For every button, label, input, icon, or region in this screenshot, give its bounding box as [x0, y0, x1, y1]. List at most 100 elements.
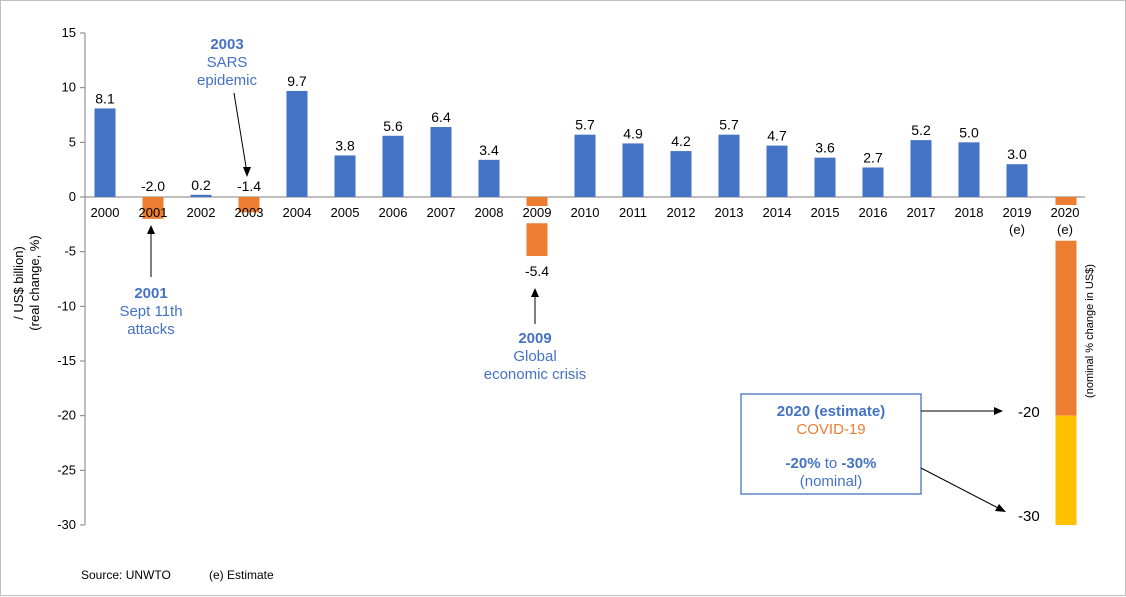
estimate-note: (e) Estimate: [209, 568, 274, 582]
annotation-2020-title: 2020 (estimate): [777, 403, 885, 420]
y-tick-label: -15: [57, 353, 76, 368]
bar-2012: [670, 151, 692, 197]
data-label-2007: 6.4: [431, 109, 451, 125]
x-tick-label: 2009: [523, 205, 552, 220]
y-tick-label: -30: [57, 517, 76, 532]
bar-2014: [766, 145, 788, 197]
x-tick-label: 2014: [763, 205, 792, 220]
x-tick-label: 2004: [283, 205, 312, 220]
bar-2011: [622, 143, 644, 197]
bar-2007: [430, 127, 452, 197]
bar-2005: [334, 155, 356, 197]
x-tick-label: 2017: [907, 205, 936, 220]
annotation-2001-arrowhead: [147, 225, 155, 234]
data-label-2002: 0.2: [191, 177, 211, 193]
annotation-2001-line-1: Sept 11th: [119, 303, 182, 320]
bar-2001: [142, 197, 164, 219]
annotation-2009-line-2: economic crisis: [484, 366, 587, 383]
data-label-2000: 8.1: [95, 90, 115, 106]
y-tick-label: 0: [69, 189, 76, 204]
y-tick-label: 15: [62, 25, 76, 40]
bar-2018: [958, 142, 980, 197]
annotation-2020-note: (nominal): [800, 473, 863, 490]
x-tick-label: 2008: [475, 205, 504, 220]
data-label-2015: 3.6: [815, 140, 835, 156]
annotation-2020-arrowhead-low: [994, 407, 1003, 415]
y-axis-title: / US$ billion) (real change, %): [11, 235, 42, 330]
y-tick-label: -5: [64, 244, 76, 259]
bars-layer: [94, 90, 1077, 525]
data-label-2019: 3.0: [1007, 146, 1027, 162]
x-tick-label: 2003: [235, 205, 264, 220]
right-axis-title: (nominal % change in US$): [1084, 264, 1096, 398]
bar-2009-stub: [526, 197, 548, 206]
x-tick-label: 2015: [811, 205, 840, 220]
annotation-2009: 2009 Global economic crisis: [484, 288, 587, 383]
x-tick-label: 2020: [1051, 205, 1080, 220]
bar-2002: [190, 194, 212, 197]
annotation-2001: 2001 Sept 11th attacks: [119, 225, 183, 338]
data-label-2006: 5.6: [383, 118, 403, 134]
bar-2016: [862, 167, 884, 197]
annotation-2001-year: 2001: [134, 285, 167, 302]
x-tick-sublabel: (e): [1057, 222, 1073, 237]
annotation-2003-year: 2003: [210, 36, 243, 53]
data-label-2014: 4.7: [767, 128, 787, 144]
annotation-2003-arrow: [233, 92, 248, 174]
data-label-2018: 5.0: [959, 124, 979, 140]
bar-2000: [94, 108, 116, 197]
data-label-2003: -1.4: [237, 178, 261, 194]
y-tick-label: 5: [69, 134, 76, 149]
x-tick-label: 2011: [619, 205, 647, 220]
y-tick-label: -20: [57, 408, 76, 423]
bar-2008: [478, 159, 500, 197]
estimate-high-label: -30: [1018, 508, 1040, 525]
estimate-low-label: -20: [1018, 404, 1040, 421]
x-tick-label: 2012: [667, 205, 696, 220]
data-label-2009: -5.4: [525, 263, 549, 279]
annotation-2020-arrow-high: [920, 467, 1001, 510]
bar-2013: [718, 134, 740, 197]
annotation-2020-frame: [740, 393, 922, 495]
x-tick-label: 2001: [139, 205, 168, 220]
annotation-2020-box: 2020 (estimate) COVID-19 -20% to -30% (n…: [740, 393, 1040, 525]
annotation-2020-arrowhead-high: [995, 504, 1006, 512]
annotation-2020-range: -20% to -30%: [786, 455, 877, 472]
y-tick-label: 10: [62, 80, 76, 95]
data-label-2010: 5.7: [575, 117, 595, 133]
annotation-2009-line-1: Global: [513, 348, 556, 365]
y-tick-label: -25: [57, 462, 76, 477]
annotation-2020-subtitle: COVID-19: [796, 421, 865, 438]
annotation-2009-arrowhead: [531, 288, 539, 297]
x-tick-label: 2007: [427, 205, 456, 220]
bar-2010: [574, 134, 596, 197]
annotation-2020-range-a: -20%: [786, 455, 821, 472]
bar-2004: [286, 90, 308, 197]
annotation-2003-line-2: epidemic: [197, 72, 258, 89]
data-label-2008: 3.4: [479, 142, 499, 158]
annotation-2020-range-to: to: [825, 455, 838, 472]
data-label-2005: 3.8: [335, 137, 355, 153]
data-label-2013: 5.7: [719, 117, 739, 133]
y-axis-title-line-2: (real change, %): [27, 235, 42, 330]
x-tick-label: 2006: [379, 205, 408, 220]
bar-2020-yellow: [1055, 415, 1077, 525]
bar-2003: [238, 197, 260, 213]
bar-2009: [526, 223, 548, 257]
bar-2015: [814, 157, 836, 197]
x-tick-label: 2002: [187, 205, 216, 220]
annotation-2003: 2003 SARS epidemic: [197, 36, 258, 177]
labels-layer: 2000 8.1 2001 -2.0 2002 0.2 2003 -1.4 2004 9.7 200…: [91, 73, 1080, 279]
x-tick-label: 2005: [331, 205, 360, 220]
bar-2020-orange: [1055, 240, 1077, 416]
bar-2019: [1006, 164, 1028, 197]
y-tick-label: -10: [57, 298, 76, 313]
data-label-2012: 4.2: [671, 133, 691, 149]
annotation-2003-line-1: SARS: [207, 54, 248, 71]
x-tick-label: 2010: [571, 205, 600, 220]
source-note: Source: UNWTO: [81, 568, 171, 582]
data-label-2004: 9.7: [287, 73, 307, 89]
data-label-2001: -2.0: [141, 178, 165, 194]
